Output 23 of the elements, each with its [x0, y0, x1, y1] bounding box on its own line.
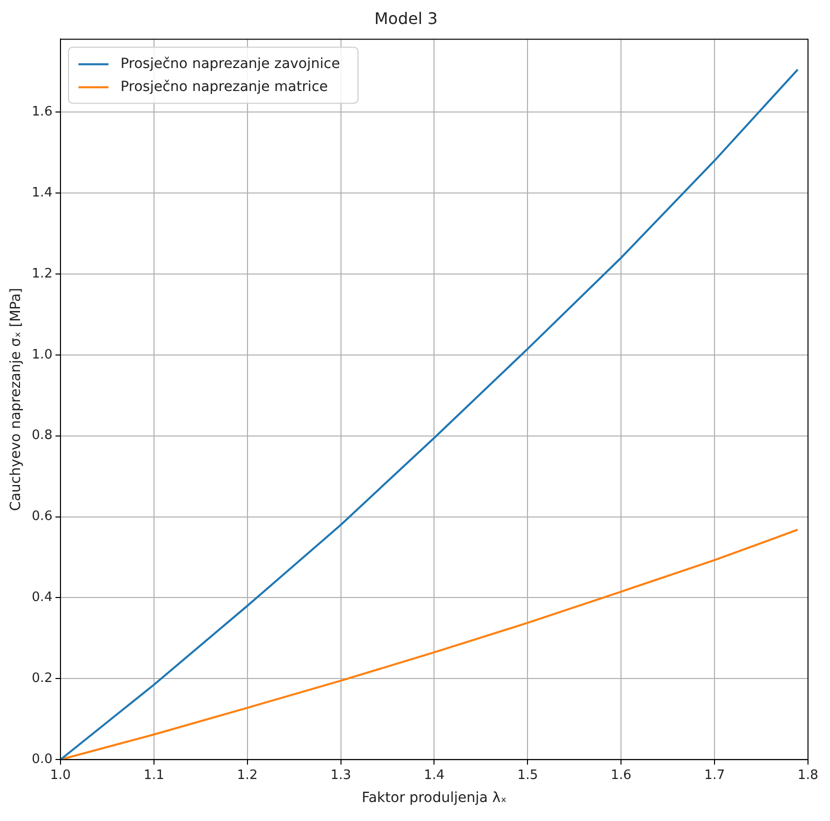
y-tick-label: 0.8: [32, 428, 52, 444]
y-tick-label: 0.6: [32, 509, 52, 524]
y-tick-label: 1.0: [32, 347, 52, 362]
x-tick-label: 1.4: [424, 768, 445, 783]
x-tick-label: 1.3: [330, 768, 352, 783]
y-tick-label: 1.6: [32, 104, 52, 120]
x-tick-label: 1.8: [798, 768, 818, 783]
y-tick-label: 1.2: [32, 266, 52, 282]
y-tick-label: 0.2: [32, 671, 52, 686]
x-tick-label: 1.7: [704, 768, 725, 783]
x-tick-label: 1.0: [50, 768, 71, 783]
legend-label: Prosječno naprezanje matrice: [120, 78, 328, 95]
x-axis-title: Faktor produljenja λₓ: [362, 790, 507, 806]
x-tick-label: 1.2: [237, 768, 258, 783]
x-tick-label: 1.5: [517, 768, 538, 783]
x-tick-label: 1.1: [144, 768, 164, 783]
legend-label: Prosječno naprezanje zavojnice: [120, 56, 340, 72]
y-tick-label: 1.4: [32, 185, 52, 200]
chart-title: Model 3: [374, 8, 438, 28]
x-tick-label: 1.6: [610, 768, 632, 783]
y-tick-label: 0.4: [32, 590, 52, 606]
y-axis-title: Cauchyevo naprezanje σₓ [MPa]: [8, 288, 24, 511]
y-tick-label: 0.0: [32, 752, 52, 767]
